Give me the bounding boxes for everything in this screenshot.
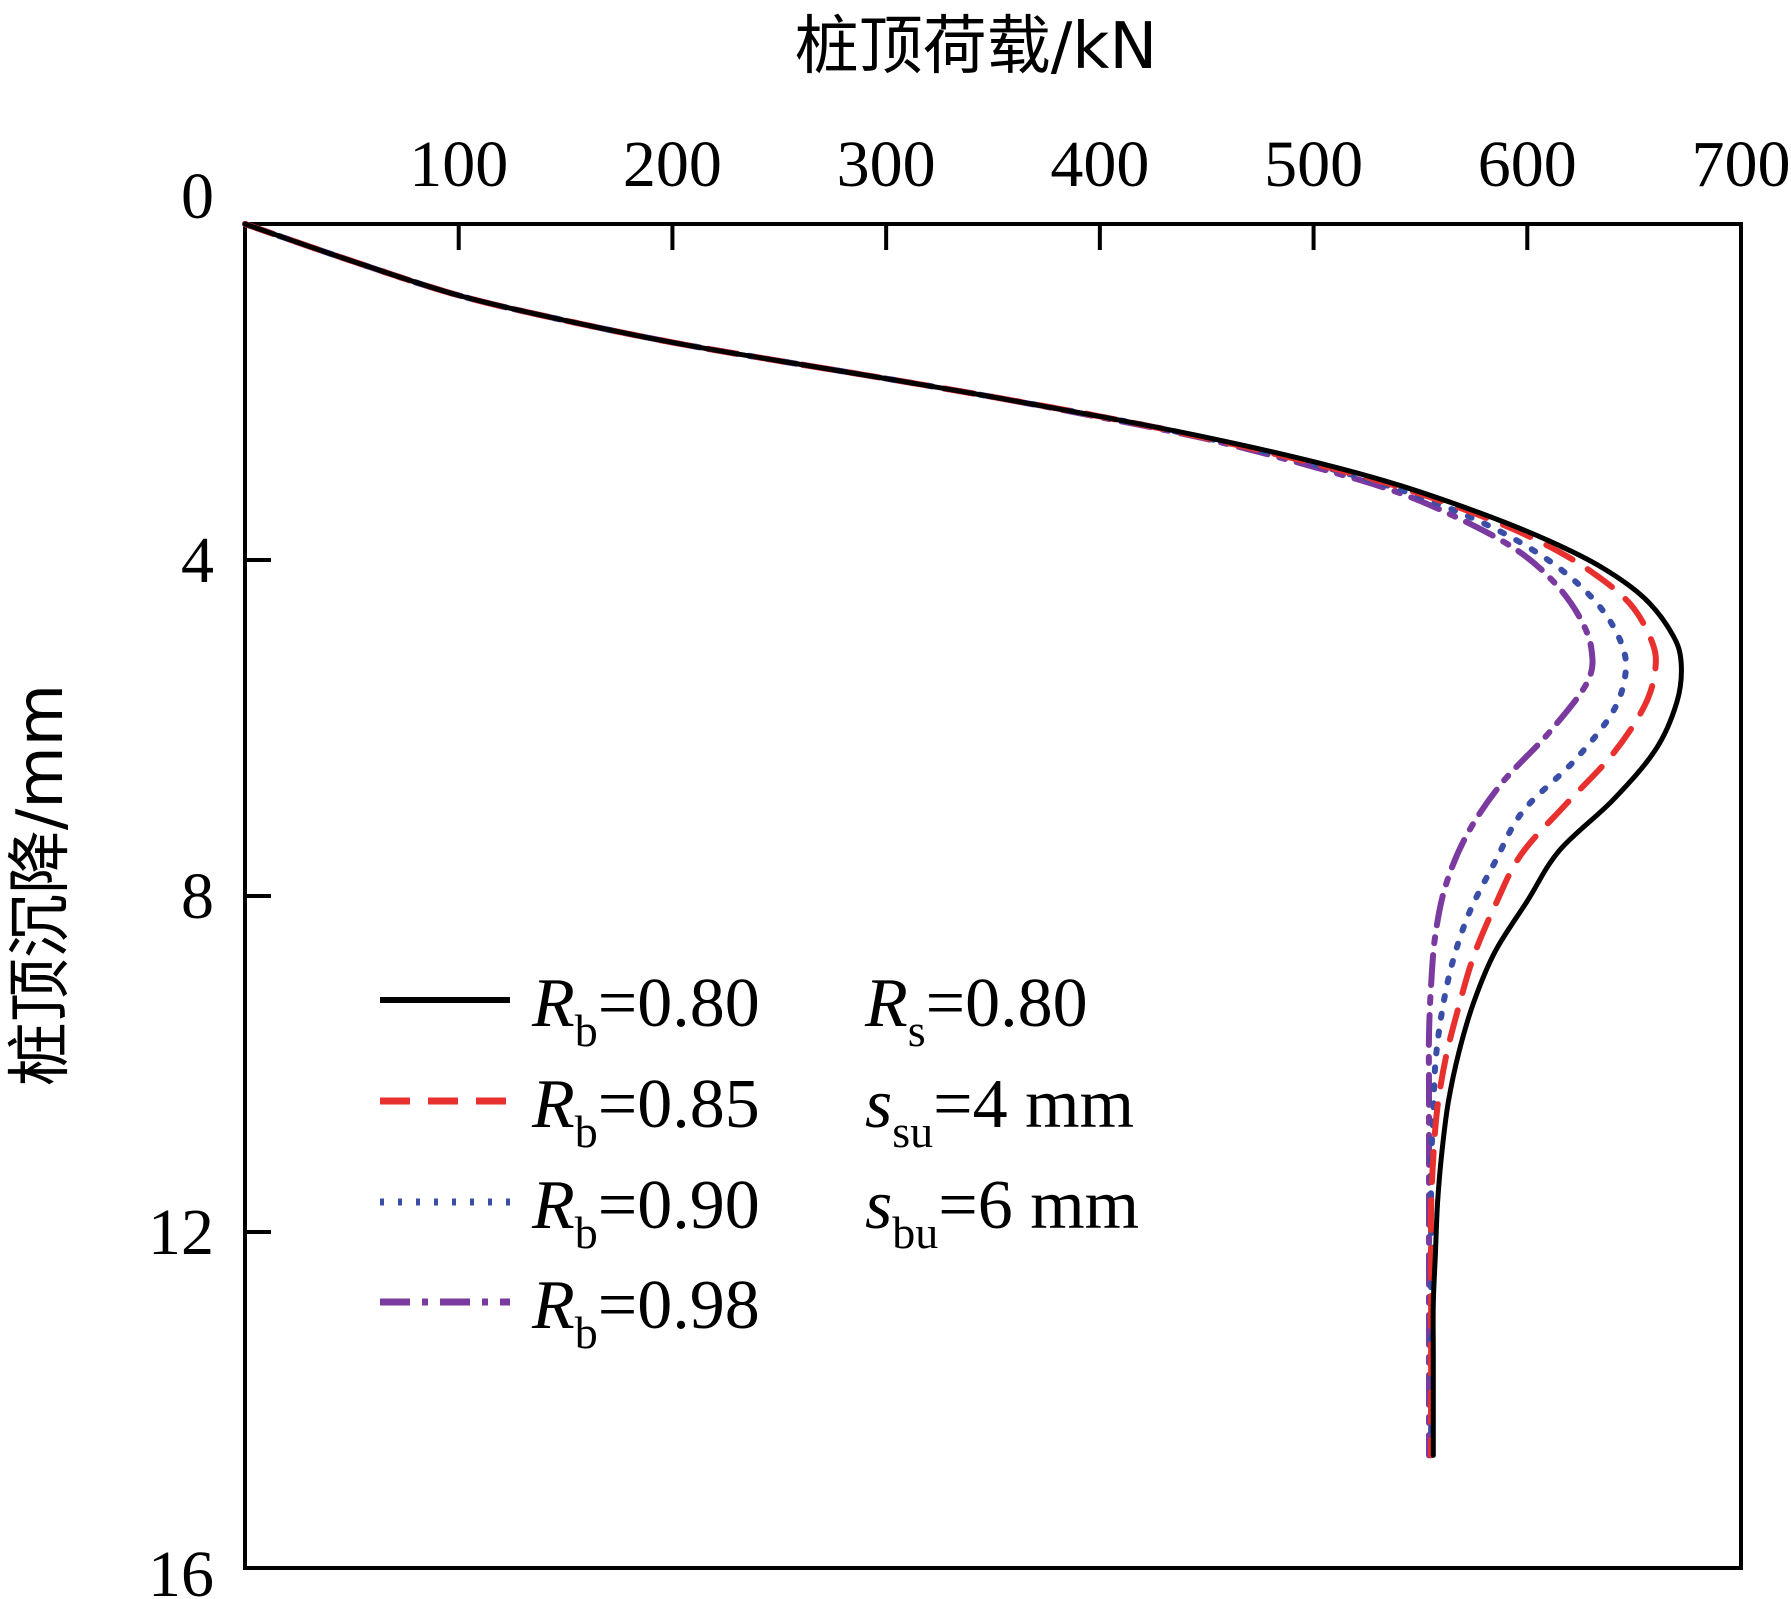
axis-ticks: 100 200 300 400 500 600 700 0 4 8 12 16 [148,128,1791,1599]
legend-parameter: Rs=0.80 [864,965,1088,1056]
plot-frame [243,222,1743,1570]
legend-label: Rb=0.98 [531,1267,760,1358]
y-tick-label: 12 [148,1196,214,1269]
x-tick-label: 100 [409,128,508,201]
y-axis-title: 桩顶沉降/mm [4,684,78,1086]
x-tick-label: 600 [1478,128,1577,201]
x-tick-label: 700 [1692,128,1791,201]
x-tick-label: 200 [623,128,722,201]
x-tick-label: 500 [1264,128,1363,201]
y-tick-label: 8 [181,860,214,933]
x-tick-label: 400 [1050,128,1149,201]
legend-label: Rb=0.90 [531,1167,760,1258]
y-tick-label: 4 [181,524,214,597]
x-tick-label: 300 [837,128,936,201]
series-line-rb-0-80 [242,221,1684,1458]
legend-label: Rb=0.85 [531,1066,760,1157]
series-line-rb-0-85 [242,221,1659,1459]
series-line-rb-0-90 [242,221,1630,1459]
y-tick-label: 0 [181,160,214,233]
legend-parameter: ssu=4 mm [865,1066,1134,1157]
x-axis-title: 桩顶荷载/kN [795,10,1158,84]
y-tick-label: 16 [148,1538,214,1599]
series-line-rb-0-98 [242,221,1596,1459]
legend-label: Rb=0.80 [531,965,760,1056]
series-lines [242,221,1684,1459]
legend-parameter: sbu=6 mm [865,1167,1139,1258]
